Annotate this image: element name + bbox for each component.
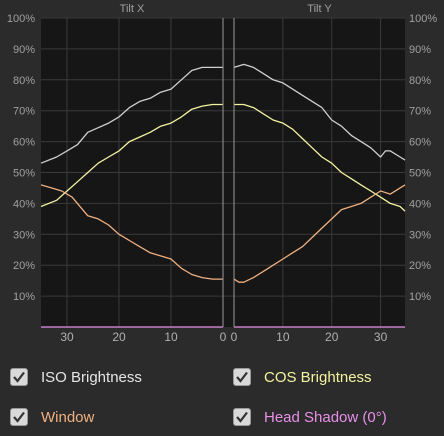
series-line — [234, 103, 406, 212]
series-line — [233, 184, 406, 283]
y-tick-label-right: 100% — [409, 13, 437, 25]
x-tick-label: 30 — [374, 330, 388, 344]
series-line — [40, 66, 223, 164]
series-line — [40, 103, 223, 208]
window-checkbox[interactable] — [10, 408, 28, 426]
y-tick-label-left: 100% — [7, 13, 35, 25]
legend-item-iso-brightness[interactable]: ISO Brightness — [10, 366, 142, 388]
y-tick-label-right: 70% — [409, 106, 431, 118]
y-tick-label-right: 30% — [409, 229, 431, 241]
legend-label: ISO Brightness — [41, 368, 142, 386]
legend-item-cos-brightness[interactable]: COS Brightness — [233, 366, 372, 388]
x-tick-label: 10 — [276, 330, 290, 344]
legend-label: COS Brightness — [264, 368, 372, 386]
y-tick-label-right: 60% — [409, 137, 431, 149]
y-tick-label-right: 40% — [409, 198, 431, 210]
y-tick-label-left: 50% — [13, 168, 35, 180]
x-tick-label: 0 — [231, 330, 238, 344]
legend-item-window[interactable]: Window — [10, 406, 94, 428]
legend-label: Head Shadow (0°) — [264, 408, 387, 426]
checkmark-icon — [13, 371, 25, 383]
y-tick-label-right: 90% — [409, 44, 431, 56]
y-tick-label-right: 50% — [409, 168, 431, 180]
x-tick-label: 30 — [60, 330, 74, 344]
y-tick-label-left: 80% — [13, 75, 35, 87]
x-tick-label: 20 — [112, 330, 126, 344]
legend: ISO Brightness COS Brightness Window Hea… — [0, 356, 444, 436]
x-tick-label: 10 — [164, 330, 178, 344]
y-tick-label-left: 60% — [13, 137, 35, 149]
y-tick-label-left: 40% — [13, 198, 35, 210]
y-tick-label-right: 10% — [409, 291, 431, 303]
y-tick-label-left: 20% — [13, 260, 35, 272]
head-shadow-checkbox[interactable] — [233, 408, 251, 426]
panel-title: Tilt X — [120, 3, 145, 15]
y-tick-label-left: 90% — [13, 44, 35, 56]
checkmark-icon — [236, 411, 248, 423]
iso-brightness-checkbox[interactable] — [10, 368, 28, 386]
cos-brightness-checkbox[interactable] — [233, 368, 251, 386]
y-tick-label-left: 10% — [13, 291, 35, 303]
legend-item-head-shadow[interactable]: Head Shadow (0°) — [233, 406, 387, 428]
series-layer — [40, 63, 406, 328]
checkmark-icon — [236, 371, 248, 383]
tilt-chart: 10% 10% 20% 20% 30% 30% 40% 40% 50% 50% 60% 60% 70% 7… — [7, 3, 437, 344]
y-tick-label-right: 20% — [409, 260, 431, 272]
axis-labels: 10% 10% 20% 20% 30% 30% 40% 40% 50% 50% 60% 60% 70% 7… — [7, 3, 437, 344]
panel-title: Tilt Y — [307, 3, 332, 15]
x-tick-label: 20 — [325, 330, 339, 344]
series-line — [233, 63, 406, 161]
checkmark-icon — [13, 411, 25, 423]
legend-label: Window — [41, 408, 95, 426]
series-line — [40, 184, 223, 280]
y-tick-label-left: 30% — [13, 229, 35, 241]
y-tick-label-left: 70% — [13, 106, 35, 118]
x-tick-label: 0 — [220, 330, 227, 344]
y-tick-label-right: 80% — [409, 75, 431, 87]
plot-frame — [222, 18, 235, 327]
